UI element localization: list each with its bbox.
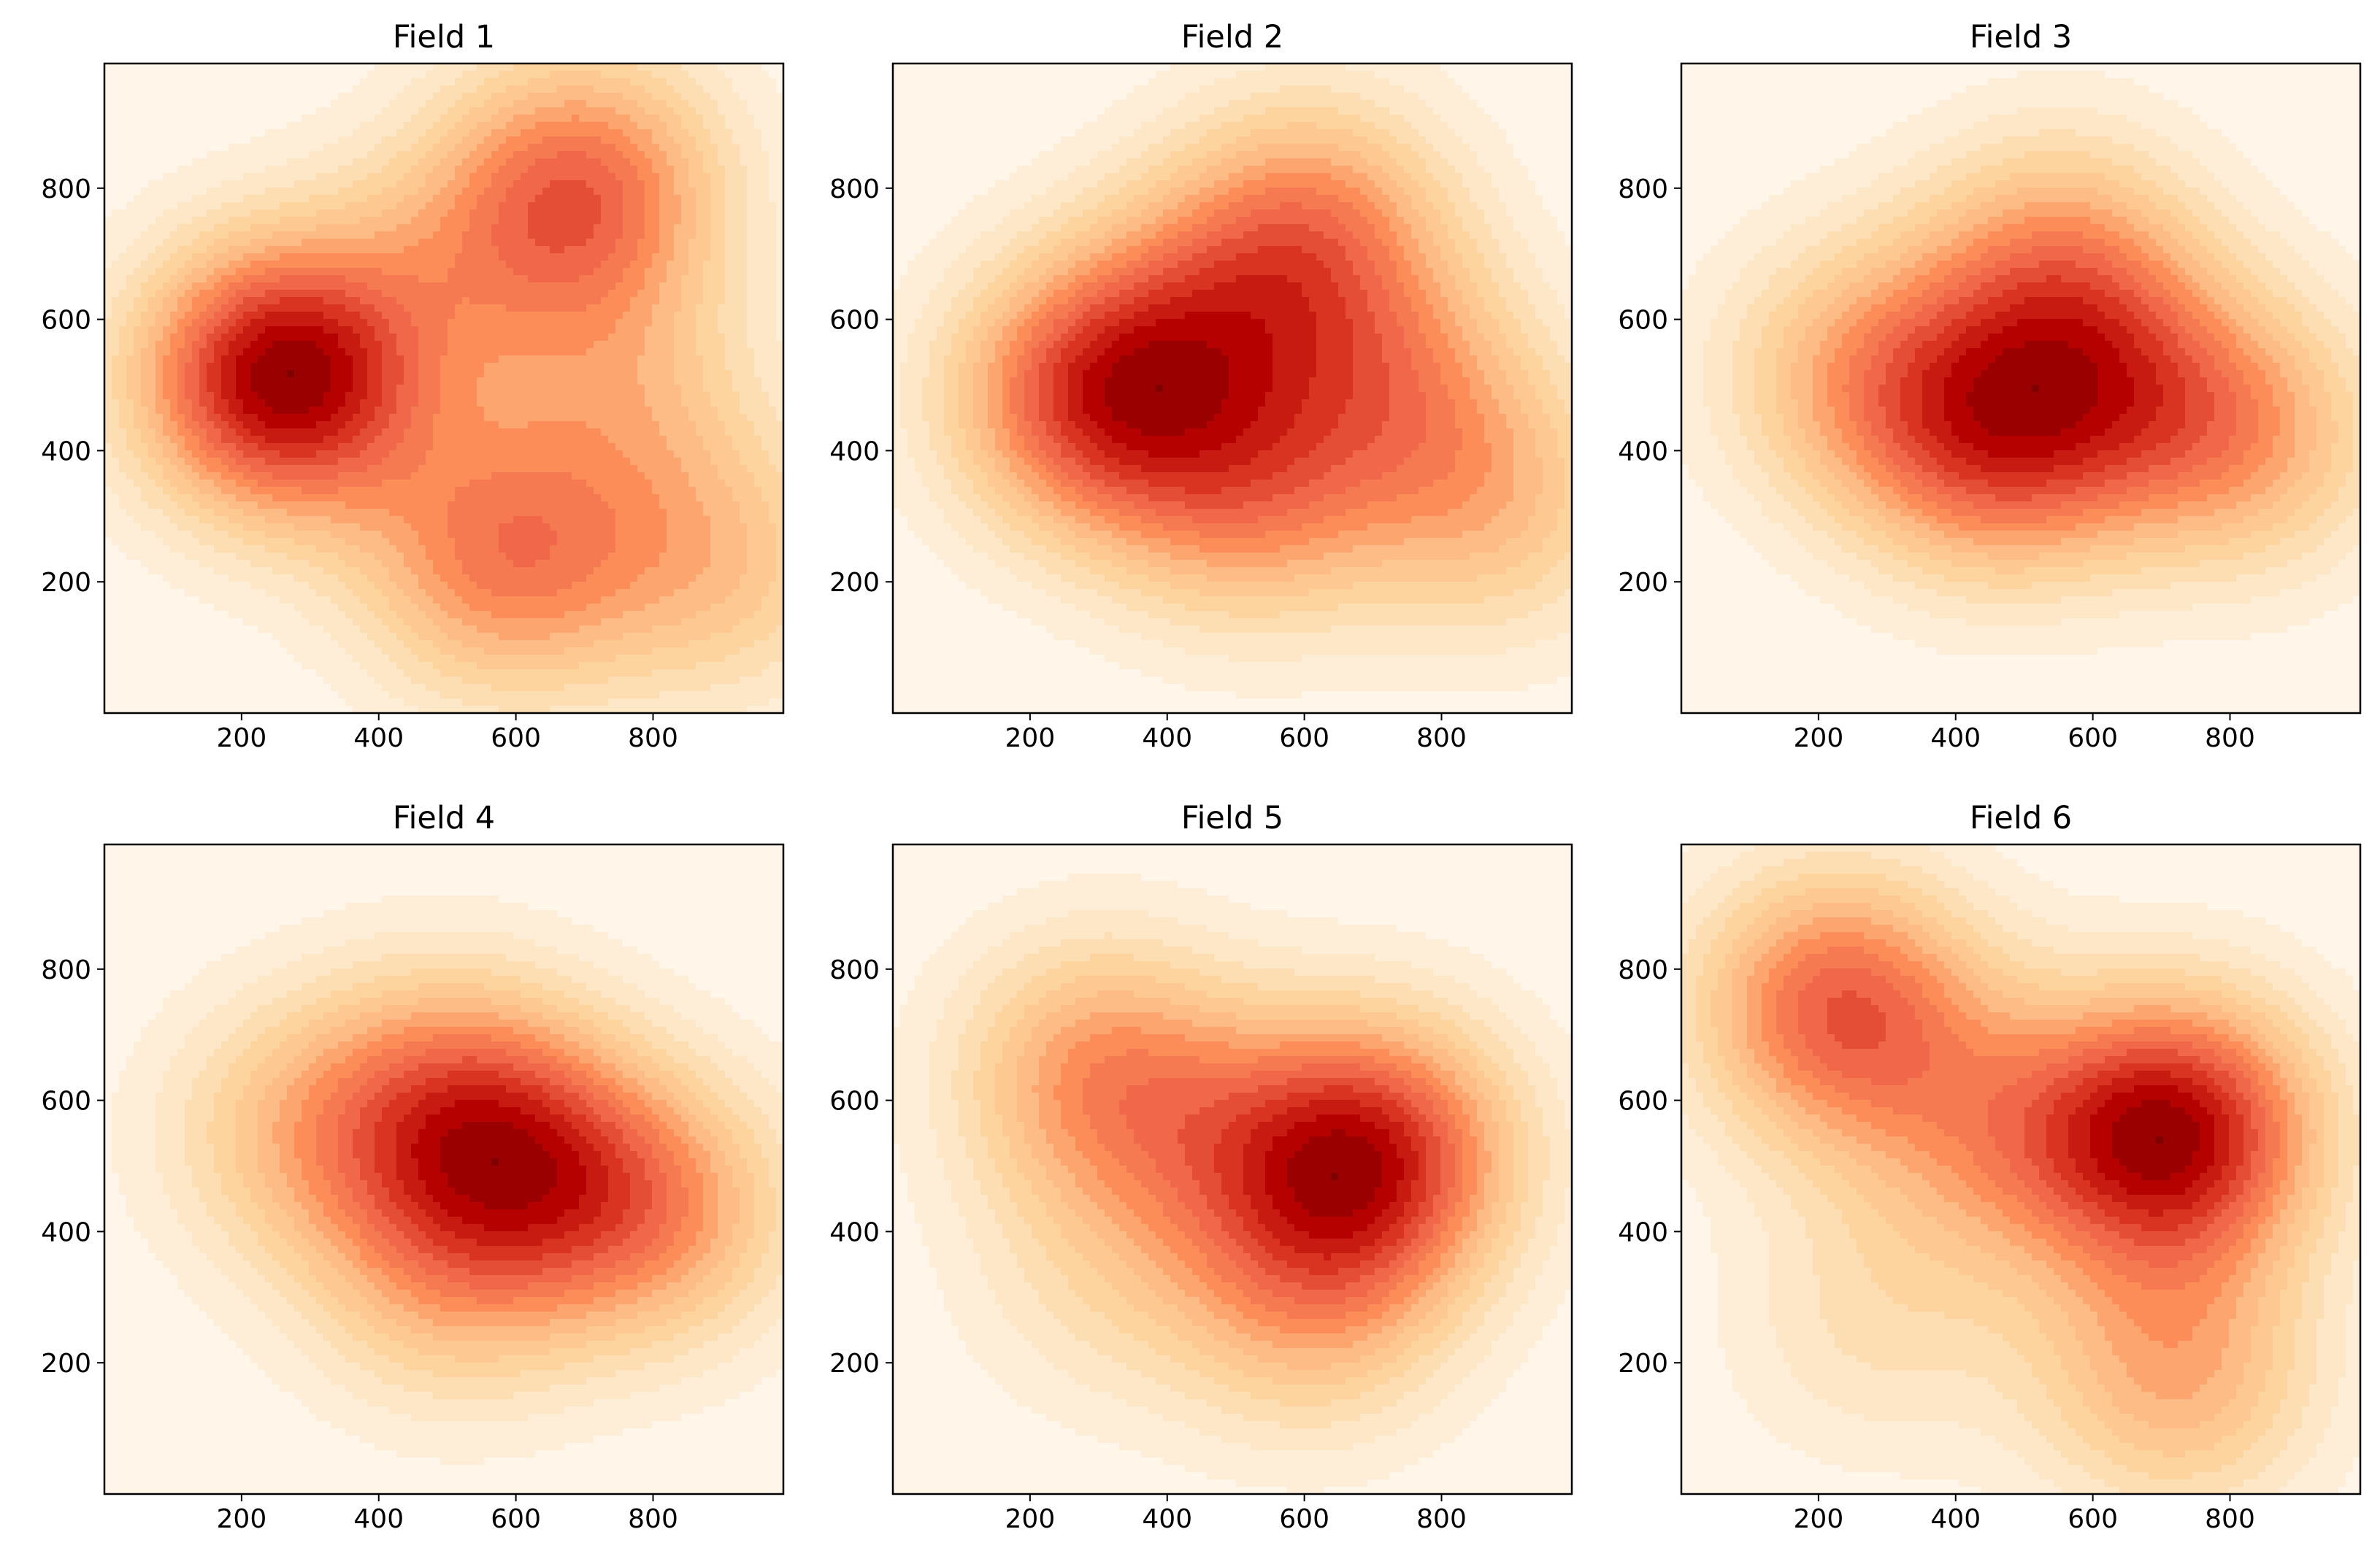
y-tick-label: 600 [1618,306,1668,336]
chart-panel-5: 200 400 600 800 200 400 600 800 Field 5 [829,800,1573,1534]
chart-panel-4: 200 400 600 800 200 400 600 800 Field 4 [41,800,785,1534]
y-tick-label: 200 [41,1349,91,1379]
axes-frame [891,843,1573,1495]
panel-title: Field 1 [393,19,495,55]
y-tick-label: 200 [1618,568,1668,598]
chart-panel-6: 200 400 600 800 200 400 600 800 Field 6 [1618,800,2362,1534]
x-tick-label: 600 [491,723,541,753]
chart-panel-3: 200 400 600 800 200 400 600 800 Field 3 [1618,19,2362,753]
x-tick-label: 200 [217,1504,267,1534]
y-tick-label: 200 [829,568,880,598]
x-tick-label: 600 [491,1504,541,1534]
y-tick-label: 400 [829,436,880,466]
y-tick-label: 200 [41,568,91,598]
density-field [104,63,783,713]
x-tick-label: 800 [2205,723,2255,753]
x-tick-label: 400 [353,1504,404,1534]
y-tick-label: 200 [1618,1349,1668,1379]
x-tick-label: 400 [353,723,404,753]
x-tick-label: 200 [1005,1504,1056,1534]
x-tick-label: 400 [1142,1504,1192,1534]
x-tick-label: 800 [2205,1504,2255,1534]
chart-panel-1: 200 400 600 800 200 400 600 800 Field 1 [41,19,785,753]
x-tick-label: 200 [1005,723,1056,753]
density-field [1681,63,2360,713]
x-tick-label: 400 [1930,723,1981,753]
chart-panel-2: 200 400 600 800 200 400 600 800 Field 2 [829,19,1573,753]
y-tick-label: 200 [829,1349,880,1379]
y-tick-label: 400 [829,1217,880,1247]
x-tick-label: 200 [1794,723,1844,753]
x-tick-label: 400 [1142,723,1192,753]
y-tick-label: 800 [829,955,880,985]
y-tick-label: 600 [41,1087,91,1117]
x-tick-label: 800 [628,1504,678,1534]
axes-frame [1680,62,2362,715]
density-field [104,844,783,1494]
y-tick-label: 800 [41,174,91,204]
x-tick-label: 600 [1279,723,1329,753]
y-tick-label: 600 [1618,1087,1668,1117]
x-tick-label: 600 [2068,1504,2118,1534]
axes-frame [1680,843,2362,1495]
axes-frame [103,62,785,715]
panel-title: Field 3 [1970,19,2072,55]
x-tick-label: 800 [1416,723,1467,753]
y-tick-label: 400 [1618,436,1668,466]
x-tick-label: 200 [217,723,267,753]
density-field [893,63,1572,713]
y-tick-label: 800 [1618,955,1668,985]
y-tick-label: 600 [829,1087,880,1117]
x-tick-label: 600 [1279,1504,1329,1534]
panel-title: Field 6 [1970,800,2072,836]
x-tick-label: 800 [1416,1504,1467,1534]
axes-frame [891,62,1573,715]
y-tick-label: 600 [41,306,91,336]
density-field [893,844,1572,1494]
x-tick-label: 400 [1930,1504,1981,1534]
y-tick-label: 800 [829,174,880,204]
panel-title: Field 5 [1181,800,1283,836]
y-tick-label: 400 [41,436,91,466]
y-tick-label: 800 [41,955,91,985]
x-tick-label: 200 [1794,1504,1844,1534]
y-tick-label: 400 [41,1217,91,1247]
y-tick-label: 800 [1618,174,1668,204]
y-tick-label: 600 [829,306,880,336]
y-tick-label: 400 [1618,1217,1668,1247]
density-field [1681,844,2360,1494]
x-tick-label: 600 [2068,723,2118,753]
panel-title: Field 4 [393,800,495,836]
x-tick-label: 800 [628,723,678,753]
axes-frame [103,843,785,1495]
panel-title: Field 2 [1181,19,1283,55]
